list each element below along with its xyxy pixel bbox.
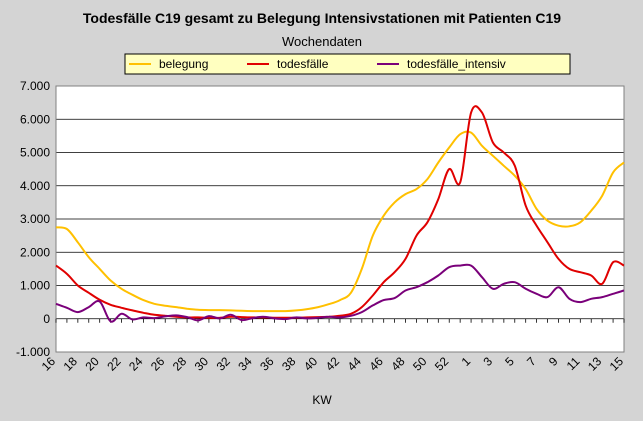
x-tick-label: 44 <box>345 354 365 374</box>
legend-label: todesfälle_intensiv <box>407 57 506 71</box>
x-tick-label: 13 <box>585 354 605 374</box>
chart-subtitle: Wochendaten <box>282 34 362 49</box>
x-tick-label: 22 <box>104 354 124 374</box>
x-tick-label: 18 <box>61 354 81 374</box>
x-tick-label: 5 <box>502 354 517 369</box>
x-tick-label: 42 <box>323 354 343 374</box>
y-tick-label: 7.000 <box>20 79 50 93</box>
x-tick-label: 28 <box>170 354 190 374</box>
x-tick-label: 26 <box>148 354 168 374</box>
x-axis-label: KW <box>312 393 332 407</box>
chart-title: Todesfälle C19 gesamt zu Belegung Intens… <box>83 10 561 26</box>
x-tick-label: 32 <box>214 354 234 374</box>
y-tick-label: 1.000 <box>20 279 50 293</box>
y-tick-label: 0 <box>43 312 50 326</box>
legend-box <box>124 53 571 75</box>
x-tick-label: 50 <box>410 354 430 374</box>
series-line-belegung <box>55 130 625 313</box>
x-tick-label: 46 <box>366 354 386 374</box>
y-tick-label: -1.000 <box>16 345 50 359</box>
plot-border <box>55 85 625 353</box>
x-tick-label: 38 <box>279 354 299 374</box>
x-tick-label: 11 <box>564 354 583 373</box>
x-tick-label: 30 <box>192 354 212 374</box>
y-tick-label: 2.000 <box>20 245 50 259</box>
x-tick-label: 36 <box>257 354 277 374</box>
legend-label: belegung <box>159 57 208 71</box>
legend-label: todesfälle <box>277 57 329 71</box>
x-tick-label: 20 <box>82 354 102 374</box>
x-tick-label: 34 <box>235 354 255 374</box>
y-tick-label: 3.000 <box>20 212 50 226</box>
x-tick-label: 1 <box>459 354 474 369</box>
x-tick-label: 9 <box>546 354 561 369</box>
x-tick-label: 24 <box>126 354 146 374</box>
x-tick-label: 40 <box>301 354 321 374</box>
x-tick-label: 3 <box>480 354 495 369</box>
y-tick-label: 5.000 <box>20 146 50 160</box>
series-line-todesf-lle-intensiv <box>55 263 625 323</box>
y-tick-label: 6.000 <box>20 112 50 126</box>
series-line-todesf-lle <box>55 105 625 319</box>
y-tick-label: 4.000 <box>20 179 50 193</box>
x-tick-label: 52 <box>432 354 452 374</box>
x-tick-label: 15 <box>607 354 627 374</box>
x-tick-label: 48 <box>388 354 408 374</box>
x-tick-label: 7 <box>524 354 539 369</box>
